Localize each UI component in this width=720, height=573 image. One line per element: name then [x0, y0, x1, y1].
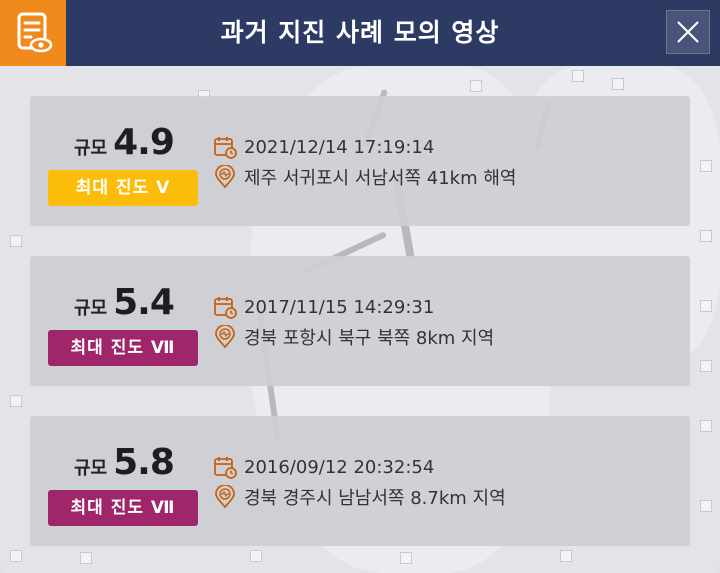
location-pin-icon: [212, 484, 238, 510]
magnitude-value: 4.9: [113, 122, 175, 163]
intensity-badge: 최대 진도 Ⅶ: [48, 330, 198, 366]
calendar-clock-icon: [212, 294, 238, 320]
magnitude-value: 5.8: [113, 442, 175, 483]
event-card-2017[interactable]: 규모 5.4 최대 진도 Ⅶ 2017/11/15 14:29:31 경북 포항…: [30, 256, 690, 386]
intensity-badge: 최대 진도 Ⅶ: [48, 490, 198, 526]
location-pin-icon: [212, 164, 238, 190]
magnitude: 규모 4.9: [74, 122, 175, 163]
calendar-clock-icon: [212, 134, 238, 160]
magnitude-label: 규모: [74, 138, 108, 159]
document-eye-icon: [0, 0, 66, 66]
location-row: 경북 포항시 북구 북쪽 8km 지역: [212, 322, 494, 352]
magnitude-label: 규모: [74, 298, 108, 319]
window-title: 과거 지진 사례 모의 영상: [220, 18, 500, 47]
magnitude: 규모 5.4: [74, 282, 175, 323]
magnitude: 규모 5.8: [74, 442, 175, 483]
location-row: 제주 서귀포시 서남서쪽 41km 해역: [212, 162, 516, 192]
location-row: 경북 경주시 남남서쪽 8.7km 지역: [212, 482, 506, 512]
event-datetime: 2021/12/14 17:19:14: [244, 136, 435, 158]
datetime-row: 2017/11/15 14:29:31: [212, 292, 434, 322]
datetime-row: 2016/09/12 20:32:54: [212, 452, 434, 482]
location-pin-icon: [212, 324, 238, 350]
event-location: 경북 포항시 북구 북쪽 8km 지역: [244, 328, 495, 349]
event-card-2021[interactable]: 규모 4.9 최대 진도 Ⅴ 2021/12/14 17:19:14 제주 서귀…: [30, 96, 690, 226]
event-datetime: 2017/11/15 14:29:31: [244, 296, 435, 318]
close-button[interactable]: [666, 10, 710, 54]
event-datetime: 2016/09/12 20:32:54: [244, 456, 435, 478]
title-bar: 과거 지진 사례 모의 영상: [0, 0, 720, 66]
event-card-2016[interactable]: 규모 5.8 최대 진도 Ⅶ 2016/09/12 20:32:54 경북 경주…: [30, 416, 690, 546]
intensity-badge: 최대 진도 Ⅴ: [48, 170, 198, 206]
magnitude-value: 5.4: [113, 282, 175, 323]
datetime-row: 2021/12/14 17:19:14: [212, 132, 434, 162]
magnitude-label: 규모: [74, 458, 108, 479]
close-icon: [677, 21, 699, 43]
event-location: 제주 서귀포시 서남서쪽 41km 해역: [244, 168, 517, 189]
event-location: 경북 경주시 남남서쪽 8.7km 지역: [244, 488, 506, 509]
calendar-clock-icon: [212, 454, 238, 480]
